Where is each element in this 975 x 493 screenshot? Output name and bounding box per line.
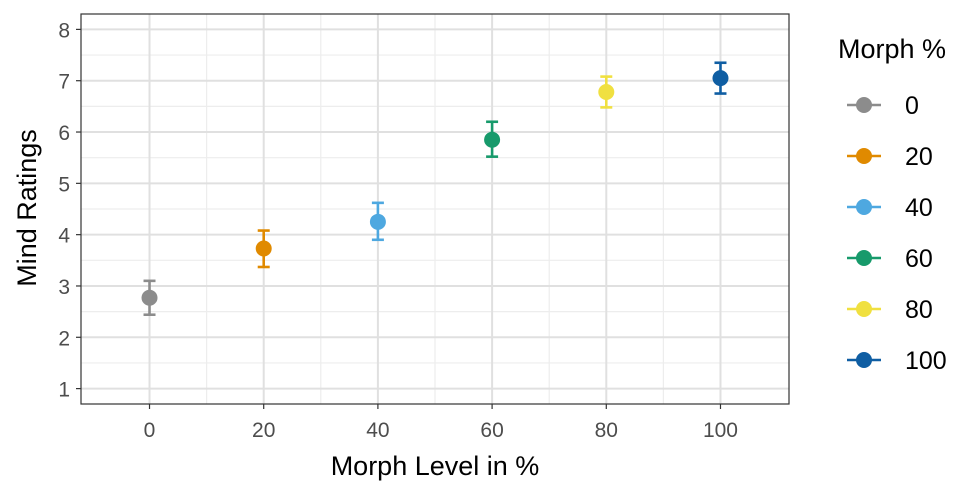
- minor-gridlines: [81, 14, 789, 404]
- legend-label: 20: [905, 143, 933, 171]
- y-tick-label: 2: [58, 327, 70, 350]
- data-point: [141, 289, 158, 306]
- legend-item-20: 20: [847, 143, 933, 171]
- legend: Morph % 0 20 40 60 80 100: [838, 34, 947, 375]
- legend-item-0: 0: [847, 92, 919, 120]
- x-tick-label: 100: [703, 419, 738, 442]
- data-point: [712, 70, 729, 87]
- legend-label: 0: [905, 92, 919, 120]
- y-tick-label: 7: [58, 71, 70, 94]
- data-point: [598, 84, 615, 100]
- legend-item-100: 100: [847, 347, 947, 375]
- x-tick-label: 0: [144, 419, 156, 442]
- x-tick-label: 40: [366, 419, 389, 442]
- series-80: [598, 75, 615, 109]
- legend-item-60: 60: [847, 245, 933, 273]
- legend-key-point: [856, 250, 872, 266]
- y-tick-label: 5: [58, 173, 70, 196]
- x-tick-label: 80: [595, 419, 618, 442]
- data-point: [369, 213, 386, 230]
- y-axis-label: Mind Ratings: [12, 129, 42, 287]
- y-tick-label: 8: [58, 19, 70, 42]
- x-tick-label: 20: [252, 419, 275, 442]
- data-point: [255, 240, 272, 257]
- data-points: [141, 61, 729, 317]
- plot-panel-border: [80, 13, 790, 405]
- legend-key-point: [856, 97, 872, 113]
- x-tick-label: 60: [480, 419, 503, 442]
- major-gridlines: [81, 14, 789, 404]
- series-20: [255, 229, 272, 269]
- x-axis: 0 20 40 60 80 100: [144, 404, 738, 442]
- y-axis: 1 2 3 4 5 6 7 8: [58, 19, 81, 402]
- y-tick-label: 6: [58, 122, 70, 145]
- legend-title: Morph %: [838, 34, 946, 64]
- legend-label: 60: [905, 245, 933, 273]
- series-100: [712, 61, 729, 95]
- y-tick-label: 3: [58, 276, 70, 299]
- legend-item-80: 80: [847, 296, 933, 324]
- legend-label: 100: [905, 347, 947, 375]
- series-60: [484, 120, 501, 158]
- x-axis-label: Morph Level in %: [331, 451, 540, 481]
- y-tick-label: 4: [58, 225, 70, 248]
- data-point: [484, 131, 501, 148]
- y-tick-label: 1: [58, 379, 70, 402]
- legend-item-40: 40: [847, 194, 933, 222]
- legend-key-point: [856, 352, 872, 368]
- legend-label: 80: [905, 296, 933, 324]
- series-0: [141, 279, 158, 317]
- legend-key-point: [856, 199, 872, 215]
- legend-label: 40: [905, 194, 933, 222]
- legend-key-point: [856, 301, 872, 317]
- legend-key-point: [856, 148, 872, 164]
- series-40: [369, 201, 386, 242]
